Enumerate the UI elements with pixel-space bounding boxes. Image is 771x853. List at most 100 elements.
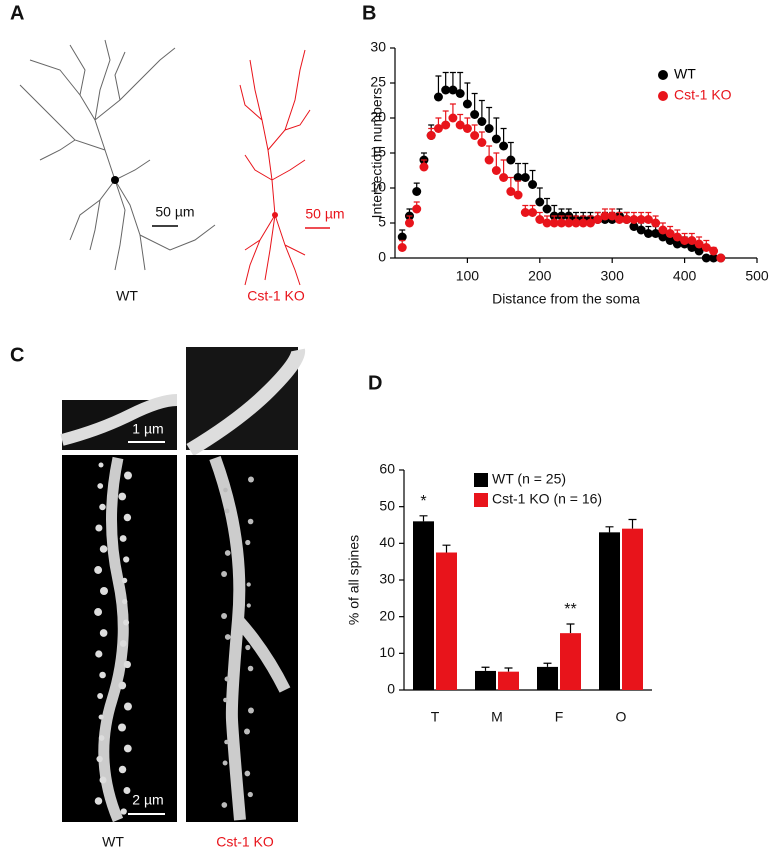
spine	[224, 634, 231, 640]
point	[433, 124, 443, 133]
spine	[245, 539, 251, 546]
point	[404, 218, 414, 228]
panel-label: D	[368, 372, 382, 394]
annotation: *	[420, 493, 426, 510]
spine	[99, 545, 108, 553]
point	[542, 218, 552, 228]
point	[564, 218, 574, 228]
panel-label: B	[362, 2, 376, 24]
point	[535, 215, 545, 224]
error-bar	[628, 518, 637, 529]
point	[528, 208, 538, 217]
y-tick-label: 30	[379, 571, 395, 587]
point	[636, 225, 646, 235]
point	[665, 236, 675, 245]
error-bar	[605, 526, 614, 533]
point	[455, 89, 465, 98]
spine	[121, 577, 128, 584]
point	[484, 155, 494, 165]
legend-label: Cst-1 KO	[674, 87, 732, 103]
scale-bar-label: 50 µm	[155, 204, 194, 220]
y-axis-label: % of all spines	[346, 535, 362, 625]
point	[441, 85, 451, 95]
y-tick-label: 0	[387, 681, 395, 697]
spine	[99, 776, 107, 784]
point	[665, 229, 675, 238]
spine	[95, 650, 103, 658]
spine	[99, 503, 106, 511]
spine	[247, 518, 254, 525]
point	[506, 155, 516, 165]
point	[672, 239, 682, 249]
error-bar	[481, 666, 490, 671]
spine	[123, 556, 130, 563]
spine	[123, 660, 131, 669]
point	[397, 243, 407, 252]
y-tick-label: 10	[379, 644, 395, 660]
legend-label: Cst-1 KO (n = 16)	[492, 491, 602, 507]
spine	[94, 566, 103, 574]
spine	[221, 613, 228, 619]
spine	[221, 571, 228, 577]
panel-label: C	[10, 344, 24, 366]
spine	[98, 714, 104, 720]
y-tick-label: 15	[370, 144, 386, 160]
x-tick-label: 100	[456, 268, 480, 284]
x-tick-label: F	[555, 709, 564, 725]
y-tick-label: 25	[370, 74, 386, 90]
point	[542, 204, 552, 214]
point	[412, 187, 422, 196]
spine	[247, 476, 254, 483]
point	[426, 131, 436, 140]
y-tick-label: 60	[379, 461, 395, 477]
point	[600, 211, 610, 221]
spine	[99, 629, 108, 637]
point	[709, 253, 719, 263]
point	[607, 211, 617, 221]
spine	[118, 723, 127, 732]
point	[470, 131, 480, 140]
x-tick-label: 500	[745, 268, 769, 284]
x-tick-label: 300	[601, 268, 625, 284]
caption: Cst-1 KO	[216, 834, 274, 850]
point	[513, 190, 523, 200]
x-tick-label: 200	[528, 268, 552, 284]
spine	[224, 676, 230, 682]
point	[549, 218, 559, 228]
y-tick-label: 20	[370, 109, 386, 125]
point	[709, 246, 719, 256]
legend-label: WT	[674, 66, 696, 82]
point	[585, 218, 595, 228]
spine	[99, 587, 108, 595]
spines	[94, 462, 254, 815]
point	[622, 215, 632, 224]
point	[687, 243, 697, 252]
spine	[97, 693, 104, 699]
dendrite	[209, 455, 291, 821]
error-bar	[566, 623, 575, 634]
panel-label: A	[10, 2, 24, 24]
legend-marker	[474, 473, 488, 487]
point	[593, 215, 603, 224]
spine	[122, 598, 128, 605]
point	[499, 141, 509, 151]
point	[520, 173, 530, 182]
point	[528, 180, 538, 189]
spine	[96, 755, 103, 763]
spine	[123, 471, 132, 480]
x-axis-label: Distance from the soma	[492, 291, 640, 307]
point	[629, 222, 639, 231]
spine	[224, 550, 231, 556]
y-tick-label: 5	[378, 214, 386, 230]
point	[716, 253, 726, 263]
point	[455, 120, 465, 130]
y-tick-label: 20	[379, 607, 395, 623]
dendrite	[186, 348, 306, 457]
y-tick-label: 0	[378, 249, 386, 265]
point	[491, 166, 501, 175]
point	[701, 243, 711, 252]
y-axis-label: Intersection numbers	[369, 88, 385, 219]
point	[506, 187, 516, 196]
caption: WT	[116, 288, 138, 304]
point	[470, 110, 480, 119]
